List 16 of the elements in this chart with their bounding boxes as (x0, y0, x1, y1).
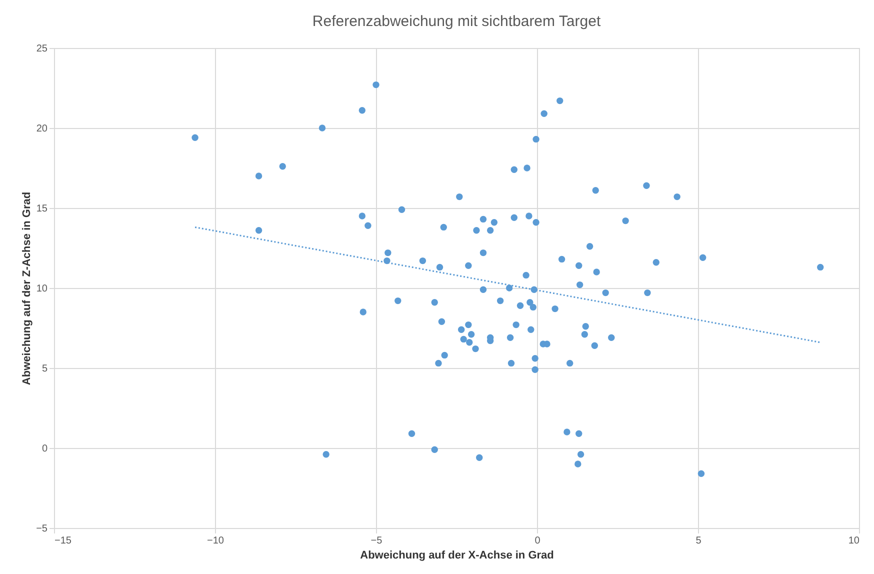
chart-title: Referenzabweichung mit sichtbarem Target (312, 13, 602, 30)
y-tick-label: 10 (36, 284, 48, 294)
x-tick-label: −15 (54, 536, 72, 546)
y-tick-label: 0 (42, 444, 48, 454)
x-tick-label: 10 (848, 536, 860, 546)
x-axis-title: Abweichung auf der X-Achse in Grad (360, 550, 554, 562)
y-tick-label: 25 (36, 44, 48, 54)
y-axis-title: Abweichung auf der Z-Achse in Grad (21, 192, 34, 386)
x-tick-label: 5 (696, 536, 702, 546)
y-tick-label: 5 (42, 364, 48, 374)
y-tick-label: −5 (36, 524, 48, 534)
y-tick-label: 20 (36, 124, 48, 134)
y-tick-label: 15 (36, 204, 48, 214)
x-tick-label: 0 (534, 536, 541, 546)
x-tick-label: −10 (207, 536, 224, 546)
x-tick-label: −5 (370, 536, 383, 546)
